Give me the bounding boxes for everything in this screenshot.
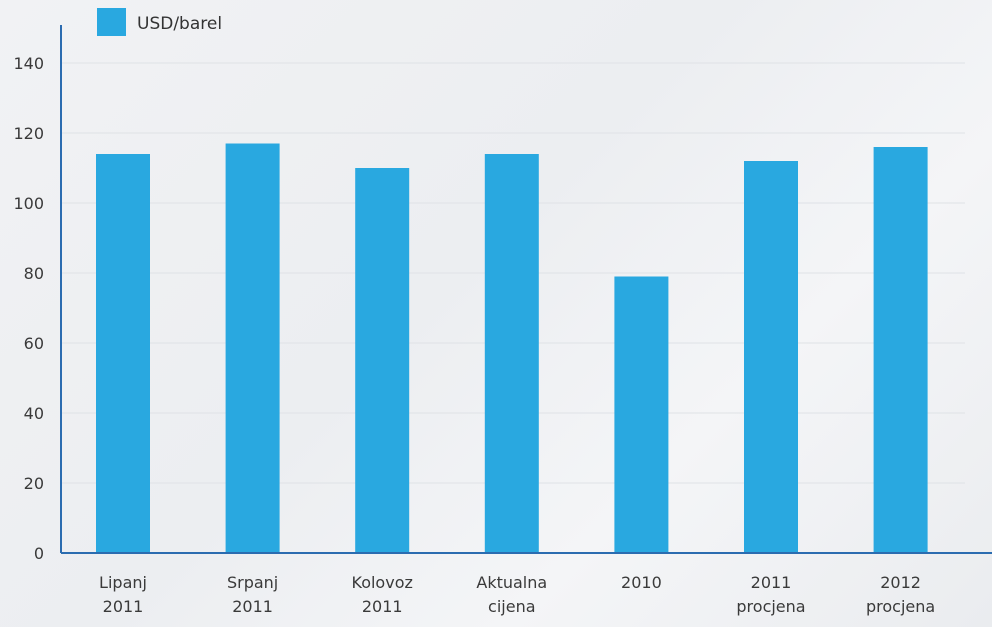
bar bbox=[744, 161, 798, 553]
bars bbox=[96, 143, 928, 553]
y-tick-label: 60 bbox=[24, 334, 44, 353]
y-tick-label: 100 bbox=[13, 194, 44, 213]
x-tick-label: Lipanj 2011 bbox=[99, 573, 147, 616]
y-tick-label: 80 bbox=[24, 264, 44, 283]
x-tick-label: 2012 procjena bbox=[866, 573, 935, 616]
bar bbox=[484, 154, 539, 553]
bar bbox=[873, 147, 928, 553]
y-tick-labels: 0 20 40 60 80 100 120 140 bbox=[13, 54, 44, 563]
legend-label: USD/barel bbox=[137, 14, 222, 34]
legend-swatch bbox=[97, 8, 126, 36]
x-tick-label: Kolovoz 2011 bbox=[352, 573, 413, 616]
bar bbox=[96, 154, 150, 553]
bar bbox=[225, 143, 280, 553]
y-tick-label: 140 bbox=[13, 54, 44, 73]
legend: USD/barel bbox=[97, 8, 222, 36]
x-tick-label: Aktualna cijena bbox=[476, 573, 547, 616]
y-tick-label: 40 bbox=[24, 404, 44, 423]
bar bbox=[355, 168, 410, 553]
x-tick-labels: Lipanj 2011 Srpanj 2011 Kolovoz 2011 Aktualna c… bbox=[99, 573, 935, 616]
y-tick-label: 0 bbox=[34, 544, 44, 563]
y-tick-label: 20 bbox=[24, 474, 44, 493]
y-tick-label: 120 bbox=[13, 124, 44, 143]
x-tick-label: Srpanj 2011 bbox=[227, 573, 278, 616]
x-tick-label: 2010 bbox=[621, 573, 662, 592]
bar bbox=[614, 276, 669, 553]
x-tick-label: 2011 procjena bbox=[736, 573, 805, 616]
